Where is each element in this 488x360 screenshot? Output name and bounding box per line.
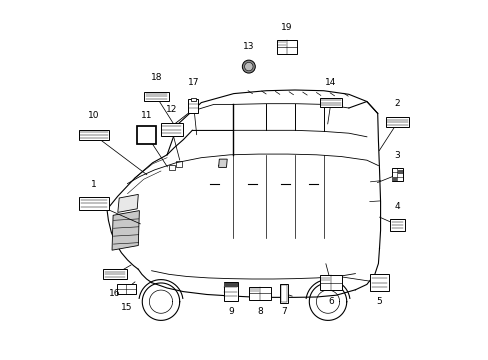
Circle shape <box>244 62 252 71</box>
Bar <box>319 98 342 107</box>
Bar <box>168 165 174 170</box>
Bar <box>319 275 342 290</box>
Bar <box>188 99 198 113</box>
Bar <box>176 161 182 167</box>
Circle shape <box>242 60 255 73</box>
Polygon shape <box>218 159 227 167</box>
Bar <box>280 285 287 302</box>
Text: 8: 8 <box>257 307 263 316</box>
Bar <box>391 168 402 181</box>
Text: 2: 2 <box>394 99 400 108</box>
Bar <box>224 283 237 287</box>
Bar <box>160 123 183 136</box>
Bar <box>144 92 168 101</box>
Bar <box>190 98 196 101</box>
Text: 14: 14 <box>325 78 336 87</box>
Bar <box>79 197 108 210</box>
Text: 12: 12 <box>166 105 177 114</box>
Text: 10: 10 <box>88 111 100 120</box>
Bar <box>223 282 238 301</box>
Bar <box>137 126 156 144</box>
Text: 16: 16 <box>109 289 121 298</box>
Polygon shape <box>112 211 139 250</box>
Text: 6: 6 <box>327 297 333 306</box>
Text: 19: 19 <box>281 23 292 32</box>
Text: 4: 4 <box>394 202 400 211</box>
Text: 9: 9 <box>227 307 233 316</box>
Bar <box>385 117 408 127</box>
Bar <box>276 40 297 54</box>
Text: 3: 3 <box>394 151 400 160</box>
Text: 7: 7 <box>281 307 286 316</box>
Text: 5: 5 <box>376 297 382 306</box>
Text: 11: 11 <box>141 111 152 120</box>
Bar <box>248 287 270 300</box>
Bar <box>397 170 402 174</box>
Bar <box>103 269 126 279</box>
Text: 13: 13 <box>243 42 254 51</box>
Text: 17: 17 <box>187 78 199 87</box>
Bar <box>279 284 288 303</box>
Polygon shape <box>118 194 138 212</box>
Bar <box>392 177 396 181</box>
Text: 15: 15 <box>121 303 132 312</box>
Bar <box>389 219 404 231</box>
Bar <box>369 274 388 291</box>
Text: 18: 18 <box>150 73 162 82</box>
Text: 1: 1 <box>91 180 97 189</box>
Bar <box>117 284 136 294</box>
Bar <box>79 130 109 140</box>
